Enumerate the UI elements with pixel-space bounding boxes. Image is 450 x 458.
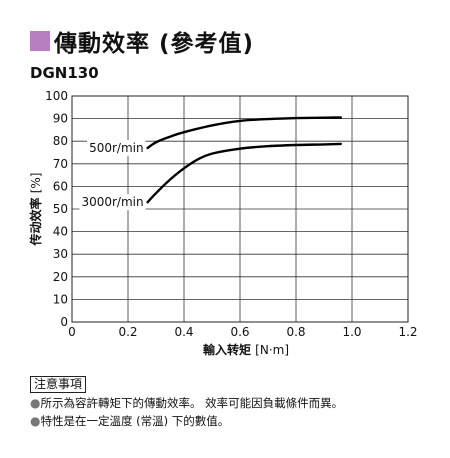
notes-header: 注意事項: [30, 376, 87, 393]
note-line-1: ●所示為容許轉矩下的傳動效率。 效率可能因負載條件而異。: [30, 396, 344, 410]
x-tick-label: 0.6: [230, 325, 249, 339]
x-tick-label: 1.0: [342, 325, 361, 339]
series-line-500rmin: [146, 116, 342, 150]
y-axis-label: 传动效率 [%]: [28, 173, 43, 247]
y-tick-label: 60: [53, 179, 68, 193]
y-tick-label: 20: [53, 270, 68, 284]
title-text: 傳動效率 (參考值): [54, 31, 255, 57]
efficiency-chart: 0 10 20 30 40 50 60 70 80 90 100 0 0.2 0.4 0.6 0.8 1.0 1.…: [28, 89, 418, 357]
x-tick-label: 0.2: [118, 325, 137, 339]
x-tick-label: 1.2: [398, 325, 417, 339]
bullet-icon: ●: [30, 396, 41, 410]
series-label: 3000r/min: [81, 195, 143, 209]
series-line-3000rmin: [146, 142, 342, 204]
notes-section: 注意事項 ●所示為容許轉矩下的傳動效率。 效率可能因負載條件而異。 ●特性是在一…: [30, 376, 343, 429]
y-tick-label: 70: [53, 157, 68, 171]
y-tick-label: 50: [53, 202, 68, 216]
series-label-bg: [87, 139, 146, 156]
x-tick-label: 0.8: [286, 325, 305, 339]
y-tick-label: 100: [45, 89, 68, 103]
title-square-icon: [30, 31, 50, 51]
y-tick-label: 10: [53, 292, 68, 306]
y-tick-label: 80: [53, 134, 68, 148]
section-title: 傳動效率 (參考值): [30, 26, 255, 57]
bullet-icon: ●: [30, 414, 41, 428]
x-tick-label: 0.4: [174, 325, 193, 339]
y-tick-label: 30: [53, 247, 68, 261]
x-axis-title: 輸入转矩: [203, 342, 255, 357]
y-tick-label: 40: [53, 225, 68, 239]
x-axis-unit: [N·m]: [255, 343, 289, 357]
y-axis-title: 传动效率: [28, 193, 43, 246]
y-tick-label: 0: [60, 315, 68, 329]
plot-frame: [71, 95, 409, 323]
x-axis-label: 輸入转矩 [N·m]: [203, 342, 289, 357]
series-label: 500r/min: [89, 141, 144, 155]
y-tick-label: 90: [53, 112, 68, 126]
series-label-bg: [79, 194, 146, 211]
note-line-2: ●特性是在一定溫度 (常溫) 下的數值。: [30, 414, 230, 428]
x-tick-label: 0: [68, 325, 76, 339]
y-axis-unit: [%]: [29, 173, 43, 194]
model-label: DGN130: [30, 64, 99, 82]
